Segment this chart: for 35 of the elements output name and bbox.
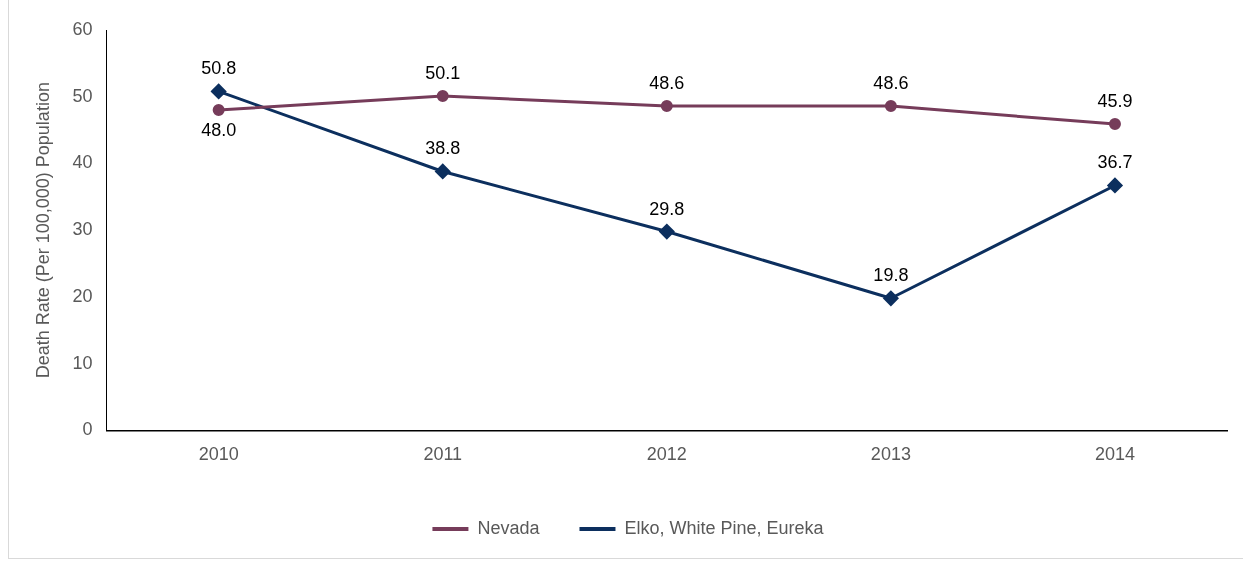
point [883, 290, 899, 306]
y-tick-label: 0 [82, 419, 93, 440]
point [435, 163, 451, 179]
point [1107, 177, 1123, 193]
y-tick-label: 30 [72, 219, 93, 240]
point [659, 224, 675, 240]
y-tick-label: 20 [72, 285, 93, 306]
y-tick-label: 50 [72, 85, 93, 106]
y-tick-label: 60 [72, 18, 93, 39]
data-label: 48.6 [873, 73, 909, 94]
data-label: 50.1 [425, 63, 461, 84]
point [1108, 118, 1121, 131]
data-label: 48.6 [649, 73, 685, 94]
data-label: 50.8 [201, 58, 237, 79]
legend-label: Nevada [477, 517, 541, 538]
data-label: 38.8 [425, 138, 461, 159]
point [211, 83, 227, 99]
legend-label: Elko, White Pine, Eureka [624, 517, 825, 538]
x-tick-label: 2013 [870, 444, 911, 465]
data-label: 19.8 [873, 265, 909, 286]
y-tick-label: 10 [72, 352, 93, 373]
x-tick-label: 2010 [198, 444, 239, 465]
x-tick-label: 2012 [646, 444, 687, 465]
data-label: 36.7 [1097, 152, 1133, 173]
data-label: 48.0 [201, 120, 237, 141]
y-tick-label: 40 [72, 152, 93, 173]
x-tick-label: 2011 [423, 444, 463, 465]
point [436, 90, 449, 103]
data-label: 29.8 [649, 198, 685, 219]
point [212, 104, 225, 117]
y-axis-title: Death Rate (Per 100,000) Population [32, 82, 53, 379]
point [660, 100, 673, 113]
data-label: 45.9 [1097, 91, 1133, 112]
x-tick-label: 2014 [1094, 444, 1135, 465]
point [884, 100, 897, 113]
